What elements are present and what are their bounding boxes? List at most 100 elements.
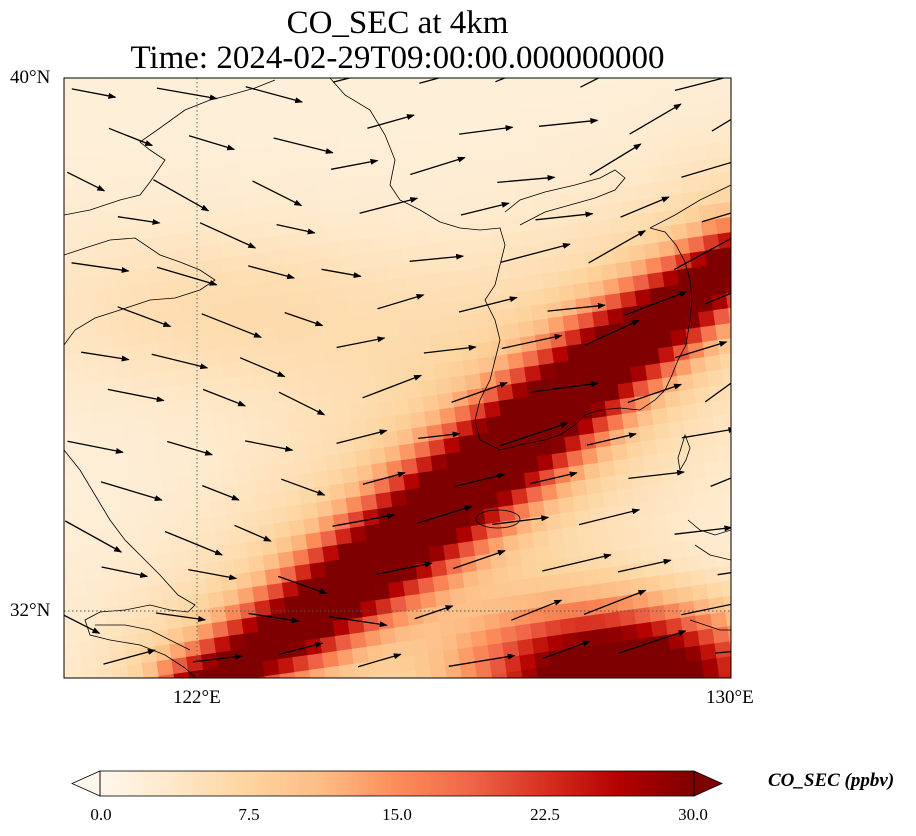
field-cell [74, 291, 93, 311]
field-cell [369, 341, 388, 360]
field-cell [427, 105, 446, 125]
field-cell [107, 529, 127, 548]
field-cell [430, 453, 449, 473]
field-cell [666, 87, 686, 106]
field-cell [417, 470, 437, 490]
field-cell [543, 78, 563, 93]
field-cell [321, 650, 341, 670]
field-cell [616, 594, 636, 613]
field-cell [536, 560, 555, 579]
field-cell [363, 190, 382, 209]
field-cell [566, 555, 585, 575]
field-cell [537, 135, 556, 155]
colorbar [71, 770, 723, 797]
field-cell [104, 78, 124, 94]
field-cell [697, 416, 717, 435]
field-cell [715, 216, 731, 236]
field-cell [479, 265, 499, 284]
field-cell [455, 632, 474, 651]
wind-vector-arrow [578, 508, 641, 526]
field-cell [405, 381, 424, 400]
field-cell [301, 290, 320, 309]
field-cell [322, 226, 342, 245]
field-cell [376, 173, 395, 192]
field-cell [226, 618, 245, 638]
wind-vector-arrow [67, 171, 106, 192]
field-cell [444, 118, 463, 137]
field-cell [648, 604, 668, 624]
field-cell [655, 331, 675, 350]
field-cell [108, 105, 128, 124]
field-cell [93, 531, 112, 550]
field-cell [253, 55, 271, 73]
field-cell [151, 84, 170, 103]
field-cell [282, 474, 301, 493]
field-cell [467, 78, 486, 89]
field-cell [674, 677, 693, 678]
field-cell [214, 317, 233, 336]
field-cell [604, 611, 623, 630]
field-cell [443, 436, 462, 456]
field-cell [494, 475, 513, 494]
field-cell [70, 155, 89, 175]
field-cell [551, 451, 570, 471]
field-cell [604, 505, 623, 524]
field-cell [132, 56, 150, 74]
field-cell [465, 161, 484, 180]
field-cell [45, 190, 63, 208]
field-cell [42, 493, 60, 511]
field-cell [137, 631, 156, 650]
field-cell [257, 84, 276, 103]
field-cell [102, 166, 121, 185]
field-cell [602, 596, 621, 615]
field-cell [661, 587, 680, 607]
field-cell [328, 483, 347, 502]
field-cell [64, 81, 79, 101]
field-cell [523, 577, 542, 596]
wind-vector-arrow [674, 341, 728, 359]
field-cell [659, 573, 678, 592]
field-cell [420, 167, 439, 186]
field-cell [222, 376, 242, 396]
field-cell [248, 449, 267, 468]
field-cell [596, 339, 615, 358]
field-cell [613, 352, 632, 371]
field-cell [723, 382, 731, 401]
field-cell [704, 248, 724, 267]
field-cell [593, 536, 613, 556]
field-cell [620, 78, 639, 98]
field-cell [513, 290, 532, 309]
field-cell [176, 262, 195, 281]
field-cell [40, 372, 58, 390]
field-cell [119, 78, 138, 92]
field-cell [241, 510, 260, 529]
field-cell [408, 623, 428, 642]
field-cell [735, 138, 753, 156]
field-cell [64, 414, 80, 434]
field-cell [229, 421, 248, 440]
field-cell [403, 260, 422, 279]
field-cell [519, 547, 538, 566]
field-cell [146, 372, 165, 391]
field-cell [600, 369, 619, 388]
field-cell [132, 162, 151, 181]
field-cell [64, 187, 79, 207]
wind-vector-arrow [586, 432, 637, 446]
field-cell [273, 627, 292, 646]
field-cell [91, 92, 111, 111]
field-cell [422, 288, 441, 307]
field-cell [78, 215, 98, 234]
field-cell [208, 166, 227, 186]
field-cell [447, 679, 465, 697]
field-cell [467, 282, 486, 301]
field-cell [224, 497, 244, 517]
field-cell [597, 566, 617, 585]
field-cell [598, 354, 617, 373]
field-cell [525, 485, 545, 505]
field-cell [333, 194, 352, 214]
field-cell [322, 544, 341, 564]
field-cell [227, 194, 246, 213]
field-cell [483, 506, 502, 526]
field-cell [292, 548, 311, 568]
field-cell [522, 137, 541, 157]
